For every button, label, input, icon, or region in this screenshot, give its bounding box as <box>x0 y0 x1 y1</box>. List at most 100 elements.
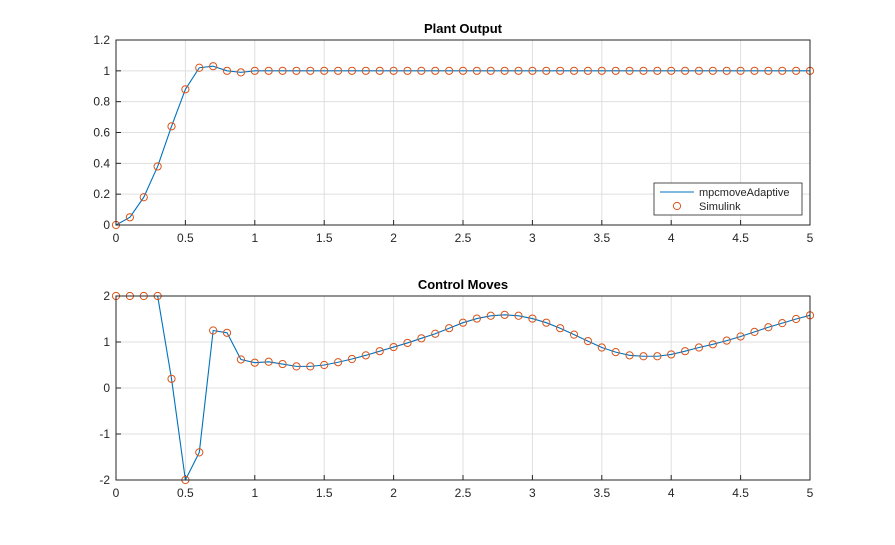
control-moves-simulink-point <box>694 343 704 352</box>
control-moves-axes-box <box>115 295 811 481</box>
plant-output-simulink-point <box>625 66 634 75</box>
control-moves-y-tick-label: 2 <box>103 289 110 303</box>
plant-output-simulink-point <box>236 68 246 77</box>
plant-output-x-tick-label: 2 <box>390 231 397 245</box>
control-moves-simulink-point <box>361 351 370 360</box>
control-moves-y-tick-label: -1 <box>99 427 110 441</box>
plant-output-simulink-point <box>528 66 537 75</box>
legend-marker-swatch <box>672 201 682 211</box>
control-moves-simulink-point <box>764 323 773 332</box>
plant-output-simulink-point <box>417 66 426 75</box>
control-moves-x-tick-label: 4.5 <box>732 486 749 500</box>
plant-output-simulink-point <box>764 66 773 75</box>
control-moves-grid <box>115 295 811 481</box>
plant-output-x-tick-label: 4.5 <box>732 231 749 245</box>
control-moves-x-tick-label: 1.5 <box>316 486 333 500</box>
plant-output-simulink-point <box>167 122 176 131</box>
plant-output-y-tick-label: 1 <box>103 64 110 78</box>
plant-output-simulink-point <box>736 66 745 75</box>
control-moves-simulink-point <box>264 357 273 366</box>
control-moves-axes: Control Moves 0 0.5 1 1.5 2 2.5 3 3.5 4 4.5 5 -2 -1… <box>99 277 815 500</box>
plant-output-x-tick-label: 0 <box>113 231 120 245</box>
control-moves-x-tick-label: 2 <box>390 486 397 500</box>
control-moves-simulink-point <box>292 362 301 371</box>
control-moves-simulink-point <box>597 343 606 352</box>
plant-output-series-line <box>115 65 810 226</box>
plant-output-y-tick-label: 0.4 <box>93 156 110 170</box>
control-moves-simulink-point <box>486 311 495 320</box>
control-moves-simulink-point <box>306 362 315 371</box>
control-moves-simulink-point <box>236 355 246 364</box>
control-moves-simulink-point <box>389 342 398 352</box>
plant-output-simulink-point <box>320 66 329 75</box>
plant-output-y-tick-label: 0.8 <box>93 95 110 109</box>
control-moves-series-line <box>116 295 811 481</box>
plant-output-simulink-point <box>486 66 495 75</box>
control-moves-title: Control Moves <box>418 277 508 292</box>
plant-output-simulink-point <box>583 66 593 75</box>
plant-output-simulink-point <box>667 66 676 75</box>
control-moves-simulink-point <box>278 359 287 369</box>
plant-output-x-tick-label: 1 <box>251 231 258 245</box>
control-moves-simulink-point <box>500 310 509 319</box>
plant-output-simulink-point <box>542 66 551 75</box>
plant-output-simulink-point <box>361 66 370 75</box>
control-moves-simulink-point <box>778 319 787 328</box>
plant-output-simulink-point <box>278 66 287 75</box>
plant-output-y-tick-label: 1.2 <box>93 33 110 47</box>
control-moves-simulink-point <box>250 358 259 367</box>
plant-output-simulink-point <box>722 66 731 75</box>
legend: mpcmoveAdaptive Simulink <box>653 182 803 216</box>
control-moves-simulink-point <box>445 324 454 333</box>
control-moves-simulink-point <box>722 336 731 345</box>
control-moves-y-tick-label: 0 <box>103 381 110 395</box>
plant-output-y-tick-label: 0.2 <box>93 187 110 201</box>
control-moves-x-tick-label: 3 <box>529 486 536 500</box>
control-moves-simulink-point <box>792 314 801 324</box>
control-moves-simulink-point <box>195 448 204 457</box>
plant-output-simulink-point <box>403 66 412 75</box>
plant-output-x-tick-label: 3.5 <box>593 231 610 245</box>
plant-output-y-tick-label: 0.6 <box>93 126 110 140</box>
control-moves-simulink-point <box>625 351 634 360</box>
plant-output-axes: Plant Output 0 0.5 1 1.5 2 2.5 3 3.5 4 4.5 5 00.20… <box>93 21 815 245</box>
legend-entry-mpcmoveadaptive: mpcmoveAdaptive <box>699 187 790 199</box>
plant-output-simulink-point <box>653 66 662 75</box>
plant-output-simulink-point <box>514 66 523 75</box>
plant-output-simulink-point <box>389 66 398 75</box>
control-moves-x-tick-label: 2.5 <box>455 486 472 500</box>
control-moves-x-ticks: 0 0.5 1 1.5 2 2.5 3 3.5 4 4.5 5 <box>113 475 814 500</box>
control-moves-simulink-point <box>375 347 384 356</box>
plant-output-y-ticks: 0 0.2 0.4 0.6 0.8 1 1.2 <box>93 33 121 232</box>
plant-output-x-tick-label: 4 <box>668 231 675 245</box>
control-moves-simulink-point <box>403 338 412 348</box>
plant-output-simulink-point <box>458 66 468 75</box>
plant-output-simulink-point <box>500 66 509 75</box>
plant-output-x-tick-label: 2.5 <box>455 231 472 245</box>
control-moves-x-tick-label: 3.5 <box>593 486 610 500</box>
plant-output-simulink-point <box>292 66 301 75</box>
plant-output-simulink-point <box>333 66 343 75</box>
plant-output-x-ticks: 0 0.5 1 1.5 2 2.5 3 3.5 4 4.5 5 <box>113 220 814 245</box>
control-moves-x-tick-label: 4 <box>668 486 675 500</box>
control-moves-simulink-point <box>556 324 565 333</box>
control-moves-simulink-point <box>458 318 468 327</box>
control-moves-simulink-point <box>542 318 551 327</box>
control-moves-y-tick-label: 1 <box>103 335 110 349</box>
control-moves-y-tick-label: -2 <box>99 473 110 487</box>
plant-output-simulink-point <box>181 85 190 94</box>
control-moves-x-tick-label: 5 <box>807 486 814 500</box>
control-moves-simulink-point <box>514 311 523 320</box>
plant-output-simulink-point <box>250 66 259 75</box>
control-moves-simulink-point <box>209 326 218 335</box>
plant-output-simulink-point <box>639 66 648 75</box>
control-moves-simulink-point <box>569 330 579 339</box>
control-moves-simulink-point <box>320 360 329 370</box>
plant-output-simulink-point <box>125 213 134 222</box>
control-moves-simulink-point <box>347 354 357 364</box>
plant-output-simulink-point <box>153 162 162 171</box>
control-moves-simulink-point <box>611 348 620 357</box>
plant-output-simulink-point <box>431 66 440 75</box>
control-moves-simulink-point <box>653 352 662 361</box>
